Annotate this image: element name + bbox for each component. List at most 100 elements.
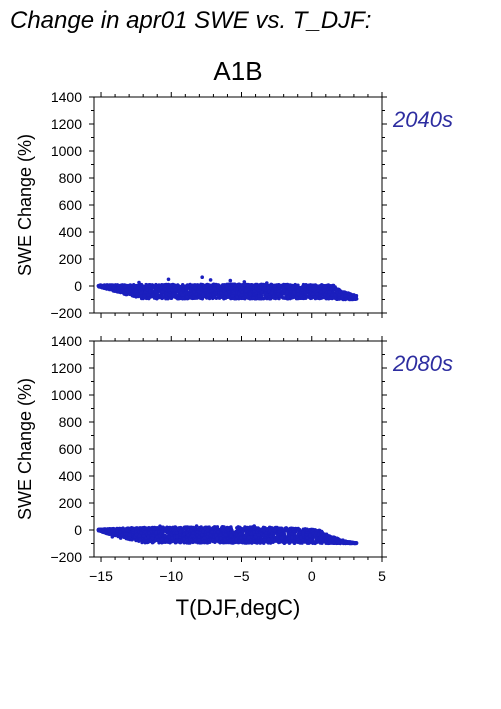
data-point (205, 296, 209, 300)
data-point (110, 283, 114, 287)
data-point (257, 296, 261, 301)
data-point (111, 286, 115, 290)
data-point (157, 288, 161, 292)
data-point-outlier (200, 275, 204, 280)
plot-frame (93, 340, 383, 558)
data-point (319, 290, 323, 294)
data-point (329, 284, 333, 288)
data-point (162, 287, 167, 291)
y-tick-label: 200 (59, 495, 83, 511)
data-point (221, 283, 225, 287)
data-point (277, 529, 282, 534)
y-tick-label: 400 (59, 468, 83, 484)
data-point (277, 285, 281, 290)
data-point (164, 297, 168, 301)
data-point (285, 290, 289, 295)
data-point (269, 284, 273, 288)
data-point-outlier (228, 278, 233, 283)
data-point (277, 289, 281, 293)
data-point (326, 294, 330, 298)
data-point (241, 296, 245, 300)
data-point (123, 284, 128, 289)
data-point (219, 295, 223, 299)
data-point (240, 290, 244, 294)
y-tick-label: 1200 (51, 360, 82, 376)
data-point (323, 285, 328, 289)
data-point (300, 288, 304, 292)
data-point (98, 283, 103, 287)
data-point-outlier (137, 280, 141, 285)
data-point (155, 296, 159, 300)
data-point (169, 283, 173, 287)
data-point (257, 294, 261, 298)
y-tick-label: 1200 (51, 116, 82, 132)
data-point (226, 295, 230, 299)
data-point (132, 283, 136, 287)
data-point (163, 284, 167, 288)
data-point (198, 295, 202, 300)
data-point (139, 291, 143, 296)
data-point (145, 284, 149, 289)
data-point (142, 294, 147, 299)
data-point (240, 283, 245, 287)
y-tick-label: 600 (59, 441, 83, 457)
y-tick-label: 800 (59, 414, 83, 430)
y-tick-label: 400 (59, 224, 83, 240)
data-point (235, 295, 239, 299)
data-point (177, 289, 181, 293)
data-point (276, 292, 280, 296)
period-label: 2080s (392, 351, 453, 376)
data-point (254, 530, 259, 535)
data-point (340, 293, 344, 297)
data-point (147, 296, 151, 301)
data-point (161, 295, 165, 299)
data-point (193, 283, 198, 287)
y-axis-label: SWE Change (%) (15, 378, 35, 520)
data-point (340, 295, 344, 300)
data-point (155, 293, 159, 297)
figure-subtitle: A1B (213, 56, 262, 86)
data-point (199, 287, 203, 291)
data-point (111, 289, 116, 293)
data-point (308, 296, 313, 301)
data-point (308, 287, 312, 291)
y-tick-label: 0 (74, 522, 82, 538)
data-point (240, 286, 244, 290)
y-axis-label: SWE Change (%) (15, 134, 35, 276)
data-point (267, 289, 271, 294)
data-point (322, 288, 327, 293)
data-point (170, 288, 174, 292)
data-point (261, 525, 266, 529)
y-tick-label: 1400 (51, 333, 82, 349)
data-point (337, 293, 341, 297)
data-point (318, 296, 323, 300)
data-point (126, 290, 130, 294)
data-point (267, 297, 272, 301)
data-point (329, 287, 333, 291)
data-point (286, 295, 290, 300)
data-point (229, 286, 234, 291)
data-point (201, 292, 205, 297)
data-point (199, 282, 203, 286)
y-tick-label: 1000 (51, 143, 82, 159)
data-point (224, 291, 228, 296)
data-point (273, 283, 277, 288)
data-point (330, 293, 334, 297)
data-point (188, 289, 192, 293)
data-point-outlier (265, 281, 269, 285)
data-point (212, 295, 216, 299)
data-point (153, 290, 158, 294)
data-point (300, 285, 305, 289)
data-point (151, 293, 155, 297)
data-point (180, 287, 185, 291)
data-point (184, 286, 189, 290)
data-point (273, 287, 277, 291)
data-point (282, 296, 286, 300)
data-point (296, 292, 300, 296)
data-point (307, 293, 311, 297)
data-point (254, 286, 259, 291)
data-point (159, 286, 164, 290)
data-point (262, 528, 266, 533)
